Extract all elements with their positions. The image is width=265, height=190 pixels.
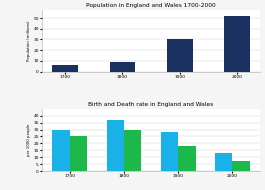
Y-axis label: per 1000 people: per 1000 people [27,124,31,156]
Bar [109,62,135,72]
Bar [215,153,232,171]
Bar [124,130,141,171]
Bar [52,130,70,171]
Bar [167,40,193,72]
Bar [178,146,196,171]
Title: Population in England and Wales 1700-2000: Population in England and Wales 1700-200… [86,3,216,8]
Bar [107,120,124,171]
Bar [232,161,250,171]
Bar [52,65,78,72]
Bar [224,16,250,72]
Y-axis label: Population (millions): Population (millions) [27,20,31,61]
Bar [70,136,87,171]
Bar [161,132,178,171]
Title: Birth and Death rate in England and Wales: Birth and Death rate in England and Wale… [89,102,214,107]
